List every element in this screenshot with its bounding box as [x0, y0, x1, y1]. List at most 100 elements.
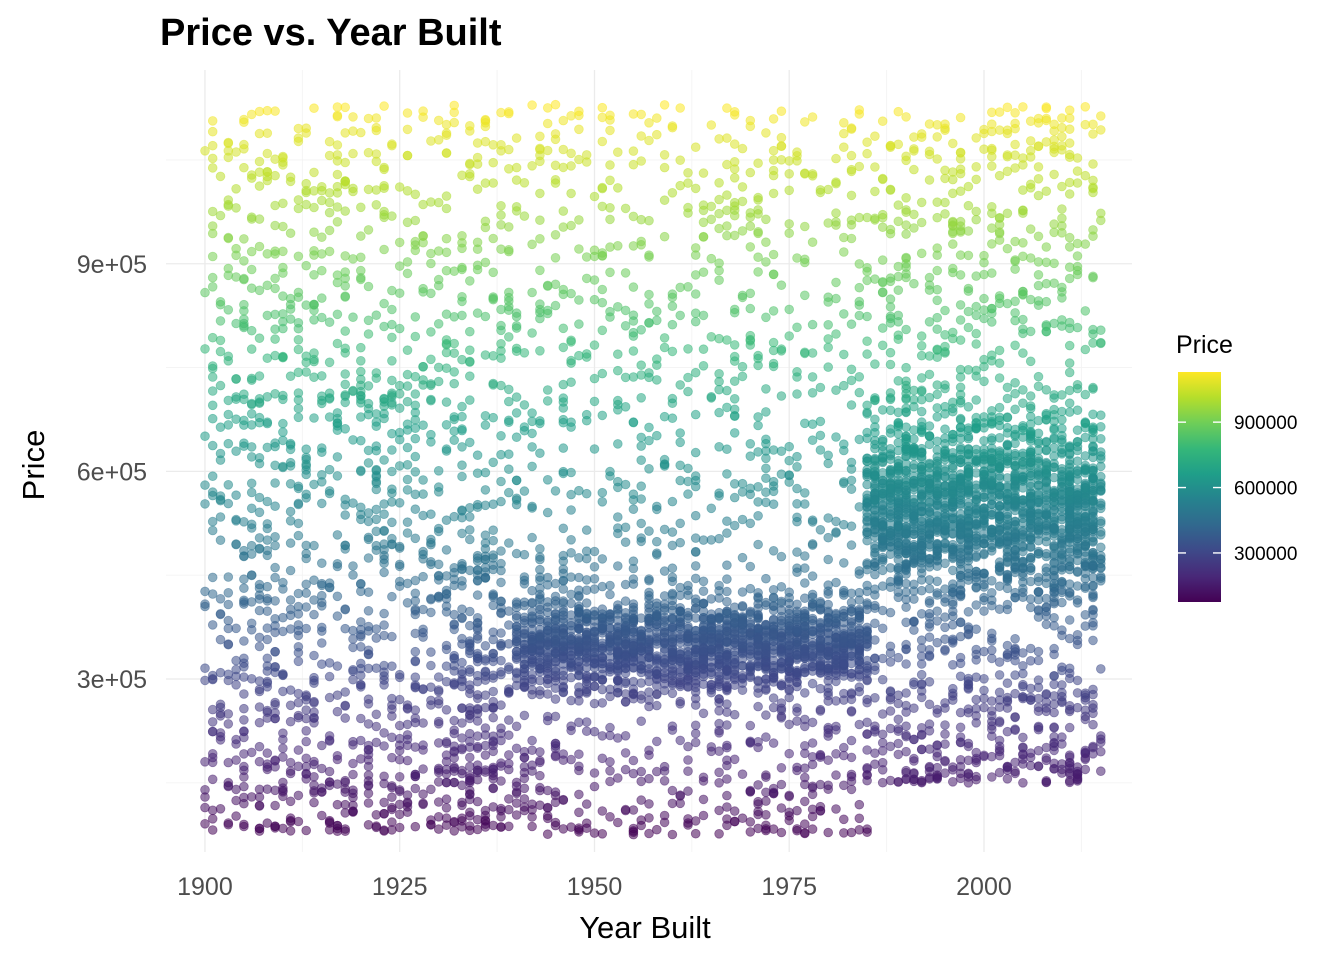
data-point [776, 712, 787, 723]
data-point [285, 716, 296, 727]
data-point [722, 574, 732, 584]
data-point [1002, 382, 1013, 393]
data-point [231, 250, 241, 261]
data-point [698, 535, 709, 545]
data-point [745, 115, 756, 126]
data-point [503, 764, 514, 775]
data-point [348, 254, 358, 264]
data-point [239, 234, 249, 244]
data-point [550, 252, 561, 263]
data-point [340, 348, 351, 358]
data-point [200, 431, 210, 442]
data-point [994, 670, 1005, 680]
data-point [745, 288, 756, 299]
data-point [254, 492, 265, 503]
data-point [753, 806, 763, 817]
data-point [519, 767, 530, 778]
data-point [581, 349, 592, 359]
data-point [480, 750, 491, 760]
data-point [433, 135, 444, 145]
data-point [449, 826, 460, 836]
data-point [270, 324, 280, 335]
data-point [753, 823, 763, 834]
data-point [1010, 108, 1020, 118]
data-point [293, 251, 304, 262]
data-point [293, 395, 304, 405]
data-point [488, 600, 499, 611]
data-point [402, 797, 413, 808]
data-point [605, 306, 615, 317]
data-point [379, 825, 389, 835]
data-point [745, 221, 756, 232]
data-point [690, 573, 701, 584]
data-point [223, 438, 234, 449]
data-point [246, 792, 257, 802]
data-point [550, 178, 561, 188]
data-point [449, 653, 460, 664]
data-point [550, 300, 561, 311]
data-point [309, 575, 319, 585]
data-point [581, 799, 592, 809]
data-point [511, 646, 522, 657]
data-point [535, 592, 545, 603]
data-point [566, 721, 576, 731]
data-point [854, 434, 865, 445]
data-point [301, 705, 312, 715]
data-point [503, 245, 514, 255]
data-point [597, 698, 608, 708]
data-point [620, 613, 631, 624]
data-point [332, 156, 343, 166]
data-point [426, 647, 436, 657]
data-point [831, 613, 841, 624]
data-point [309, 675, 319, 686]
data-point [519, 211, 530, 221]
data-point [316, 740, 327, 751]
data-point [722, 820, 732, 831]
data-point [441, 128, 452, 139]
data-point [831, 432, 841, 442]
data-point [667, 623, 678, 633]
data-point [496, 641, 506, 651]
data-point [207, 572, 218, 583]
data-point [519, 486, 530, 496]
data-point [831, 676, 841, 687]
data-point [464, 684, 475, 694]
data-point [698, 669, 709, 679]
data-point [597, 620, 608, 631]
data-point [293, 483, 304, 494]
data-point [792, 677, 802, 687]
data-point [270, 154, 280, 165]
data-point [729, 210, 740, 221]
data-point [784, 304, 794, 315]
data-point [768, 693, 779, 703]
data-point [379, 509, 389, 520]
data-point [722, 586, 732, 597]
data-point [511, 810, 522, 820]
data-point [441, 419, 452, 430]
data-point [558, 379, 569, 390]
data-point [792, 512, 802, 523]
data-point [394, 403, 405, 414]
data-point [387, 704, 397, 714]
data-point [527, 461, 537, 472]
data-point [363, 458, 374, 468]
data-point [605, 267, 615, 278]
data-point [714, 644, 724, 655]
data-point [831, 804, 841, 814]
data-point [371, 310, 382, 321]
data-point [698, 679, 709, 689]
data-point [472, 731, 483, 741]
data-point [722, 760, 732, 771]
data-point [418, 764, 428, 774]
data-point [332, 169, 343, 180]
data-point [527, 532, 537, 543]
data-point [355, 202, 366, 213]
data-point [332, 754, 343, 765]
data-point [807, 804, 818, 815]
data-point [1096, 664, 1106, 674]
data-point [231, 784, 241, 795]
data-point [854, 161, 865, 172]
data-point [620, 730, 631, 741]
data-point [690, 700, 701, 710]
data-point [215, 608, 226, 619]
